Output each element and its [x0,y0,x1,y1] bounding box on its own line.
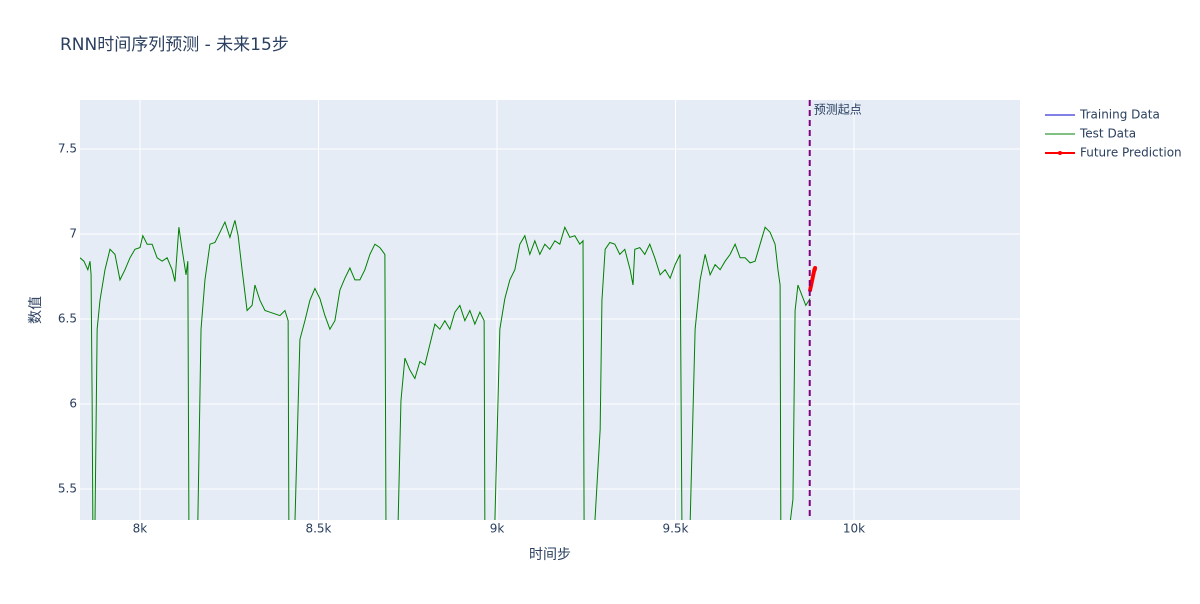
x-tick-label: 9k [490,522,505,536]
plot [80,220,818,520]
legend-label: Test Data [1079,127,1136,141]
series-line [80,220,811,520]
chart-title: RNN时间序列预测 - 未来15步 [60,35,289,55]
x-tick-label: 9.5k [662,522,688,536]
y-axis-title: 数值 [28,296,44,324]
legend: Training Data Test Data Future Prediction [1045,108,1182,160]
y-tick-label: 7 [69,226,77,240]
legend-label: Training Data [1079,108,1160,122]
y-tick-label: 6.5 [58,312,77,326]
legend-marker [1058,151,1062,155]
x-tick-label: 8k [133,522,148,536]
x-tick-label: 10k [843,522,865,536]
plot-area [80,100,1020,520]
x-tick-label: 8.5k [305,522,331,536]
marker [813,266,818,270]
annotation: 预测起点 [814,103,862,117]
legend-label: Future Prediction [1080,146,1182,160]
grid [80,100,1020,520]
y-tick-label: 7.5 [58,141,77,155]
y-tick-label: 5.5 [58,482,77,496]
y-tick-label: 6 [69,397,77,411]
x-axis-title: 时间步 [529,547,571,563]
